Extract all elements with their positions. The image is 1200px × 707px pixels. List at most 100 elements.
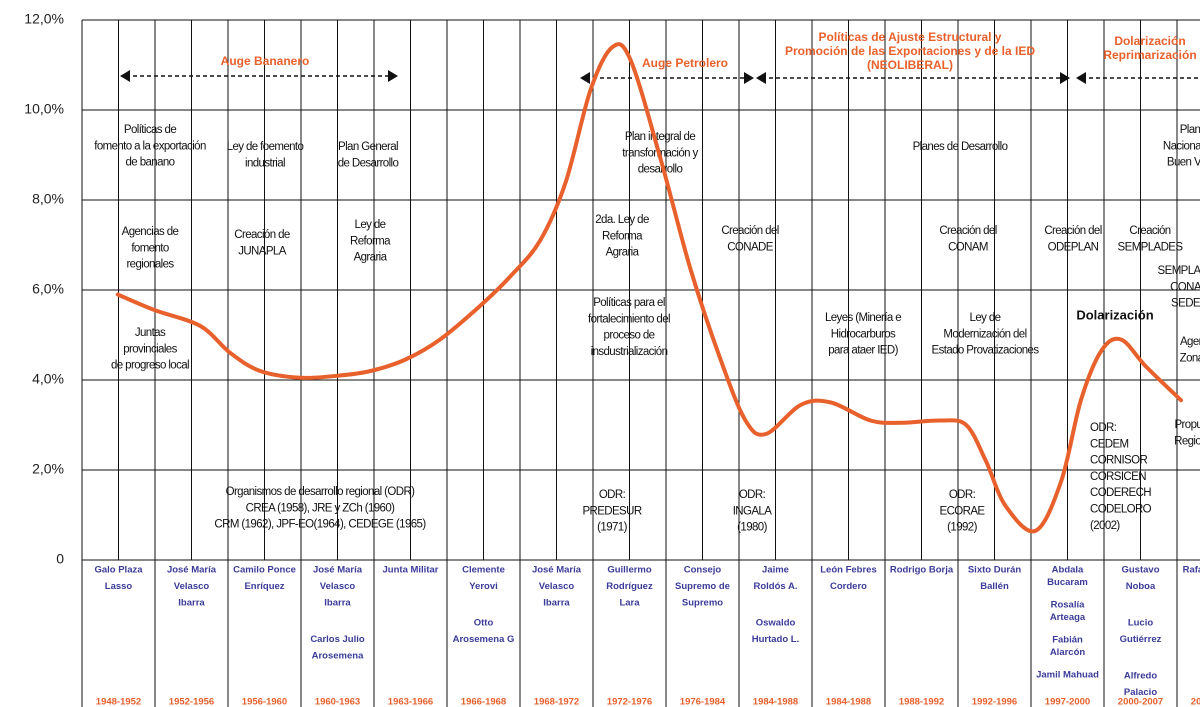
annotation: ODR: <box>739 489 766 501</box>
period: 1984-1988 <box>826 697 871 707</box>
government-name: Jamil Mahuad <box>1036 670 1099 681</box>
annotation: (1980) <box>737 522 767 534</box>
period: 1966-1968 <box>461 697 506 707</box>
government-name: Alfredo <box>1124 671 1157 682</box>
government-name: Gustavo <box>1121 565 1159 576</box>
government-name: Lucio <box>1128 618 1154 629</box>
annotation: Políticas de <box>124 124 176 136</box>
data-line <box>115 42 1183 534</box>
annotation: Plan General <box>338 141 398 153</box>
period: 2007-2010 <box>1191 697 1200 707</box>
annotation: CONAM <box>1170 281 1200 293</box>
era-label: Auge Petrolero <box>642 56 728 70</box>
government-name: Oswaldo <box>756 618 796 629</box>
annotation: Regionaliz <box>1174 435 1200 447</box>
annotation: Agenda <box>1180 336 1200 348</box>
arrow-head <box>1076 72 1086 84</box>
annotation: CODERECH <box>1090 487 1151 499</box>
period: 1972-1976 <box>607 697 652 707</box>
annotation: ODR: <box>599 489 626 501</box>
annotation: Reforma <box>602 230 643 242</box>
annotation: de banano <box>126 157 175 169</box>
era-arrows <box>120 70 1200 84</box>
period: 1948-1952 <box>96 697 141 707</box>
government-name: Rafael Correa <box>1183 565 1200 576</box>
annotation: Ley de <box>355 219 386 231</box>
annotation: CODELORO <box>1090 504 1152 516</box>
government-name: Arosemena <box>312 651 364 662</box>
period: 1976-1984 <box>680 697 726 707</box>
government-name: Cordero <box>830 581 867 592</box>
annotation: Modernización del <box>943 328 1026 340</box>
annotation: fomento a la exportación <box>94 140 206 152</box>
annotation: desarrollo <box>638 164 683 176</box>
annotation: regionales <box>126 259 174 271</box>
government-name: Palacio <box>1124 687 1157 698</box>
period: 2000-2007 <box>1118 697 1163 707</box>
annotation: CEDEM <box>1090 438 1129 450</box>
government-name: Arosemena G <box>453 634 515 645</box>
period: 1968-1972 <box>534 697 579 707</box>
annotation: SEDEM <box>1171 298 1200 310</box>
period: 1997-2000 <box>1045 697 1090 707</box>
era-label: Políticas de Ajuste Estructural y <box>819 30 1002 44</box>
government-name: Supremo de <box>675 581 730 592</box>
government-name: Enríquez <box>244 581 284 592</box>
annotation: CRM (1962), JPF-EO(1964), CEDEGE (1965) <box>214 519 426 531</box>
annotation: insdustrialización <box>591 346 668 358</box>
annotation: Zonales <box>1180 352 1200 364</box>
annotation: de progreso local <box>111 360 189 372</box>
government-name: León Febres <box>820 565 877 576</box>
government-name: Velasco <box>539 581 575 592</box>
government-name: Rosalía <box>1051 600 1086 611</box>
period: 1963-1966 <box>388 697 433 707</box>
era-label: Auge Bananero <box>221 54 310 68</box>
government-name: Abdala <box>1052 565 1084 576</box>
government-name: Supremo <box>682 598 723 609</box>
government-name: José María <box>532 565 582 576</box>
government-name: Jaime <box>762 565 789 576</box>
annotation: INGALA <box>733 505 773 517</box>
government-name: Junta Militar <box>383 565 439 576</box>
period: 1988-1992 <box>899 697 944 707</box>
annotation: Organismos de desarrollo regional (ODR) <box>226 486 416 498</box>
annotation: CORSICEN <box>1090 471 1146 483</box>
government-name: Guillermo <box>607 565 652 576</box>
annotation: Reforma <box>350 235 391 247</box>
government-name: Noboa <box>1126 581 1156 592</box>
era-label: Promoción de las Exportaciones y de la I… <box>785 44 1035 58</box>
government-name: Velasco <box>174 581 210 592</box>
government-name: Fabián <box>1052 635 1083 646</box>
government-name: Carlos Julio <box>310 634 365 645</box>
annotation: Plan integral de <box>625 131 696 143</box>
annotation: Planes de Desarrollo <box>913 141 1008 153</box>
annotation: Estado Provatizaciones <box>932 345 1040 357</box>
era-label: (NEOLIBERAL) <box>867 58 953 72</box>
government-name: Gutiérrez <box>1120 634 1162 645</box>
content: 0 2,0% 4,0% 6,0% 8,0% 10,0% 12,0% Políticas de f… <box>24 11 1200 707</box>
annotation: Propuesta <box>1174 419 1200 431</box>
government-name: Alarcón <box>1050 647 1086 658</box>
annotation: PREDESUR <box>582 505 641 517</box>
government-name: Yerovi <box>469 581 498 592</box>
government-name: Velasco <box>320 581 356 592</box>
government-name: Ibarra <box>178 598 205 609</box>
annotation: industrial <box>245 157 285 169</box>
annotation: SEMPLADES <box>1118 241 1184 253</box>
annotation: Hidrocarburos <box>831 328 896 340</box>
annotation: Creación del <box>1044 225 1101 237</box>
y-tick-label: 4,0% <box>32 371 64 387</box>
period: 1984-1988 <box>753 697 798 707</box>
annotation: Buen Vivir <box>1167 157 1200 169</box>
government-name: Hurtado L. <box>752 634 800 645</box>
government-name: Lara <box>619 598 640 609</box>
annotation: Creación de <box>234 229 290 241</box>
annotation: Creación del <box>721 225 778 237</box>
annotation: ODR: <box>1090 422 1117 434</box>
period: 1952-1956 <box>169 697 214 707</box>
annotation: Agraria <box>606 247 640 259</box>
government-name: Sixto Durán <box>968 565 1022 576</box>
period: 1960-1963 <box>315 697 360 707</box>
annotation: 2da. Ley de <box>595 214 649 226</box>
